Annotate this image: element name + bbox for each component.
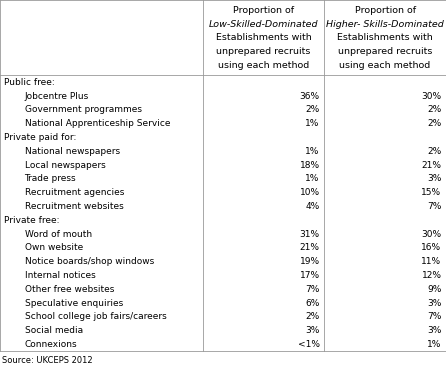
Text: 10%: 10% [300,188,320,197]
Text: unprepared recruits: unprepared recruits [338,47,432,56]
Text: Speculative enquiries: Speculative enquiries [25,299,123,308]
Text: using each method: using each method [339,61,431,70]
Text: 19%: 19% [300,257,320,266]
Text: 6%: 6% [306,299,320,308]
Text: National newspapers: National newspapers [25,147,120,156]
Text: 18%: 18% [300,161,320,170]
Text: 1%: 1% [306,119,320,128]
Text: 31%: 31% [300,230,320,238]
Text: Internal notices: Internal notices [25,271,95,280]
Text: Proportion of: Proportion of [355,6,416,15]
Text: Recruitment agencies: Recruitment agencies [25,188,124,197]
Text: Recruitment websites: Recruitment websites [25,202,123,211]
Text: 7%: 7% [306,285,320,294]
Text: using each method: using each method [218,61,309,70]
Text: 2%: 2% [427,106,442,114]
Text: 1%: 1% [306,174,320,183]
Text: 2%: 2% [306,312,320,321]
Text: 21%: 21% [421,161,442,170]
Text: Public free:: Public free: [4,78,54,87]
Text: 2%: 2% [306,106,320,114]
Text: 3%: 3% [427,326,442,335]
Text: School college job fairs/careers: School college job fairs/careers [25,312,166,321]
Text: Source: UKCEPS 2012: Source: UKCEPS 2012 [2,356,93,365]
Text: 1%: 1% [427,340,442,349]
Text: Other free websites: Other free websites [25,285,114,294]
Text: 11%: 11% [421,257,442,266]
Text: 2%: 2% [427,147,442,156]
Text: 3%: 3% [306,326,320,335]
Text: 30%: 30% [421,92,442,100]
Text: 4%: 4% [306,202,320,211]
Text: 16%: 16% [421,244,442,252]
Text: Higher- Skills-Dominated: Higher- Skills-Dominated [326,20,444,28]
Text: Local newspapers: Local newspapers [25,161,105,170]
Text: Private free:: Private free: [4,216,59,225]
Text: Jobcentre Plus: Jobcentre Plus [25,92,89,100]
Text: 15%: 15% [421,188,442,197]
Text: Own website: Own website [25,244,83,252]
Text: Government programmes: Government programmes [25,106,141,114]
Text: Social media: Social media [25,326,83,335]
Text: <1%: <1% [298,340,320,349]
Text: National Apprenticeship Service: National Apprenticeship Service [25,119,170,128]
Text: unprepared recruits: unprepared recruits [216,47,311,56]
Text: 21%: 21% [300,244,320,252]
Text: Connexions: Connexions [25,340,77,349]
Text: Word of mouth: Word of mouth [25,230,92,238]
Text: Trade press: Trade press [25,174,76,183]
Text: 9%: 9% [427,285,442,294]
Text: 17%: 17% [300,271,320,280]
Text: Private paid for:: Private paid for: [4,133,76,142]
Text: Establishments with: Establishments with [216,33,311,42]
Text: 12%: 12% [421,271,442,280]
Text: Proportion of: Proportion of [233,6,294,15]
Text: 30%: 30% [421,230,442,238]
Text: Notice boards/shop windows: Notice boards/shop windows [25,257,154,266]
Text: 7%: 7% [427,202,442,211]
Text: 36%: 36% [300,92,320,100]
Text: 1%: 1% [306,147,320,156]
Text: 3%: 3% [427,174,442,183]
Text: 7%: 7% [427,312,442,321]
Text: 3%: 3% [427,299,442,308]
Text: 2%: 2% [427,119,442,128]
Text: Establishments with: Establishments with [337,33,433,42]
Text: Low-Skilled-Dominated: Low-Skilled-Dominated [209,20,318,28]
